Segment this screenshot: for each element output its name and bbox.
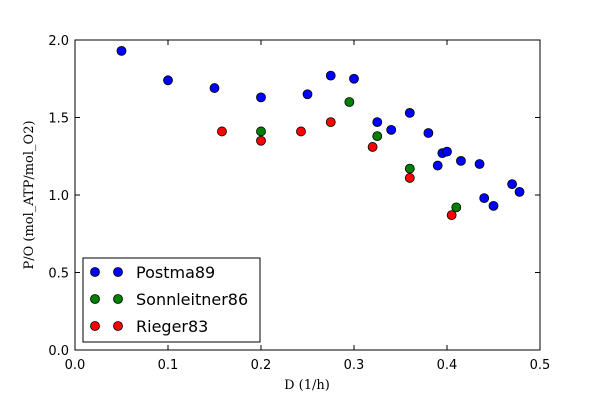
legend-label-postma89: Postma89: [136, 263, 215, 282]
point-postma89: [479, 193, 490, 204]
data-points: [116, 45, 525, 221]
legend-label-rieger83: Rieger83: [136, 317, 208, 336]
legend-box: [82, 257, 261, 343]
point-postma89: [302, 89, 313, 100]
legend-marker: [90, 267, 100, 277]
point-sonnleitner86: [451, 202, 462, 213]
x-tick-label: 0.0: [65, 358, 86, 373]
y-axis-label: P/O (mol_ATP/mol_O2): [22, 120, 37, 269]
point-rieger83: [446, 210, 457, 221]
legend: Postma89 Sonnleitner86 Rieger83: [82, 257, 261, 343]
x-tick-label: 0.1: [158, 358, 179, 373]
point-postma89: [432, 160, 443, 171]
point-postma89: [372, 117, 383, 128]
point-rieger83: [404, 173, 415, 183]
y-tick-label: 0.0: [48, 344, 69, 359]
point-sonnleitner86: [256, 126, 266, 137]
point-rieger83: [217, 126, 227, 137]
x-tick-label: 0.2: [251, 358, 272, 373]
legend-marker: [90, 294, 100, 304]
legend-marker: [113, 267, 123, 277]
legend-marker: [113, 321, 123, 331]
x-tick-label: 0.5: [530, 358, 551, 373]
point-postma89: [256, 92, 266, 103]
point-postma89: [442, 146, 452, 157]
x-tick-label: 0.4: [437, 358, 458, 373]
point-rieger83: [256, 135, 266, 146]
point-postma89: [209, 83, 220, 93]
point-postma89: [507, 179, 517, 190]
point-postma89: [423, 128, 434, 138]
point-rieger83: [325, 117, 336, 128]
point-sonnleitner86: [372, 131, 383, 142]
x-tick-label: 0.3: [344, 358, 365, 373]
legend-marker: [90, 321, 100, 331]
point-postma89: [116, 45, 127, 56]
point-postma89: [456, 155, 466, 166]
point-rieger83: [296, 126, 306, 137]
point-rieger83: [367, 142, 378, 152]
y-tick-label: 2.0: [48, 34, 69, 49]
y-tick-label: 0.5: [48, 267, 69, 282]
y-tick-label: 1.0: [48, 189, 69, 204]
point-postma89: [349, 73, 359, 84]
point-postma89: [474, 159, 485, 169]
point-sonnleitner86: [344, 97, 355, 107]
point-postma89: [488, 200, 499, 211]
x-axis-label: D (1/h): [284, 378, 330, 393]
legend-items: Postma89 Sonnleitner86 Rieger83: [90, 263, 248, 336]
point-postma89: [163, 75, 173, 86]
legend-marker: [113, 294, 123, 304]
axis-ticks: 0.0 0.1 0.2 0.3 0.4 0.5 0.0 0.5 1.0 1.5 2.0: [48, 34, 550, 373]
legend-label-sonnleitner86: Sonnleitner86: [136, 290, 248, 309]
point-postma89: [514, 186, 525, 197]
point-postma89: [325, 70, 336, 81]
y-tick-label: 1.5: [48, 112, 69, 127]
point-postma89: [386, 124, 397, 135]
point-postma89: [404, 107, 415, 118]
point-sonnleitner86: [404, 163, 415, 174]
